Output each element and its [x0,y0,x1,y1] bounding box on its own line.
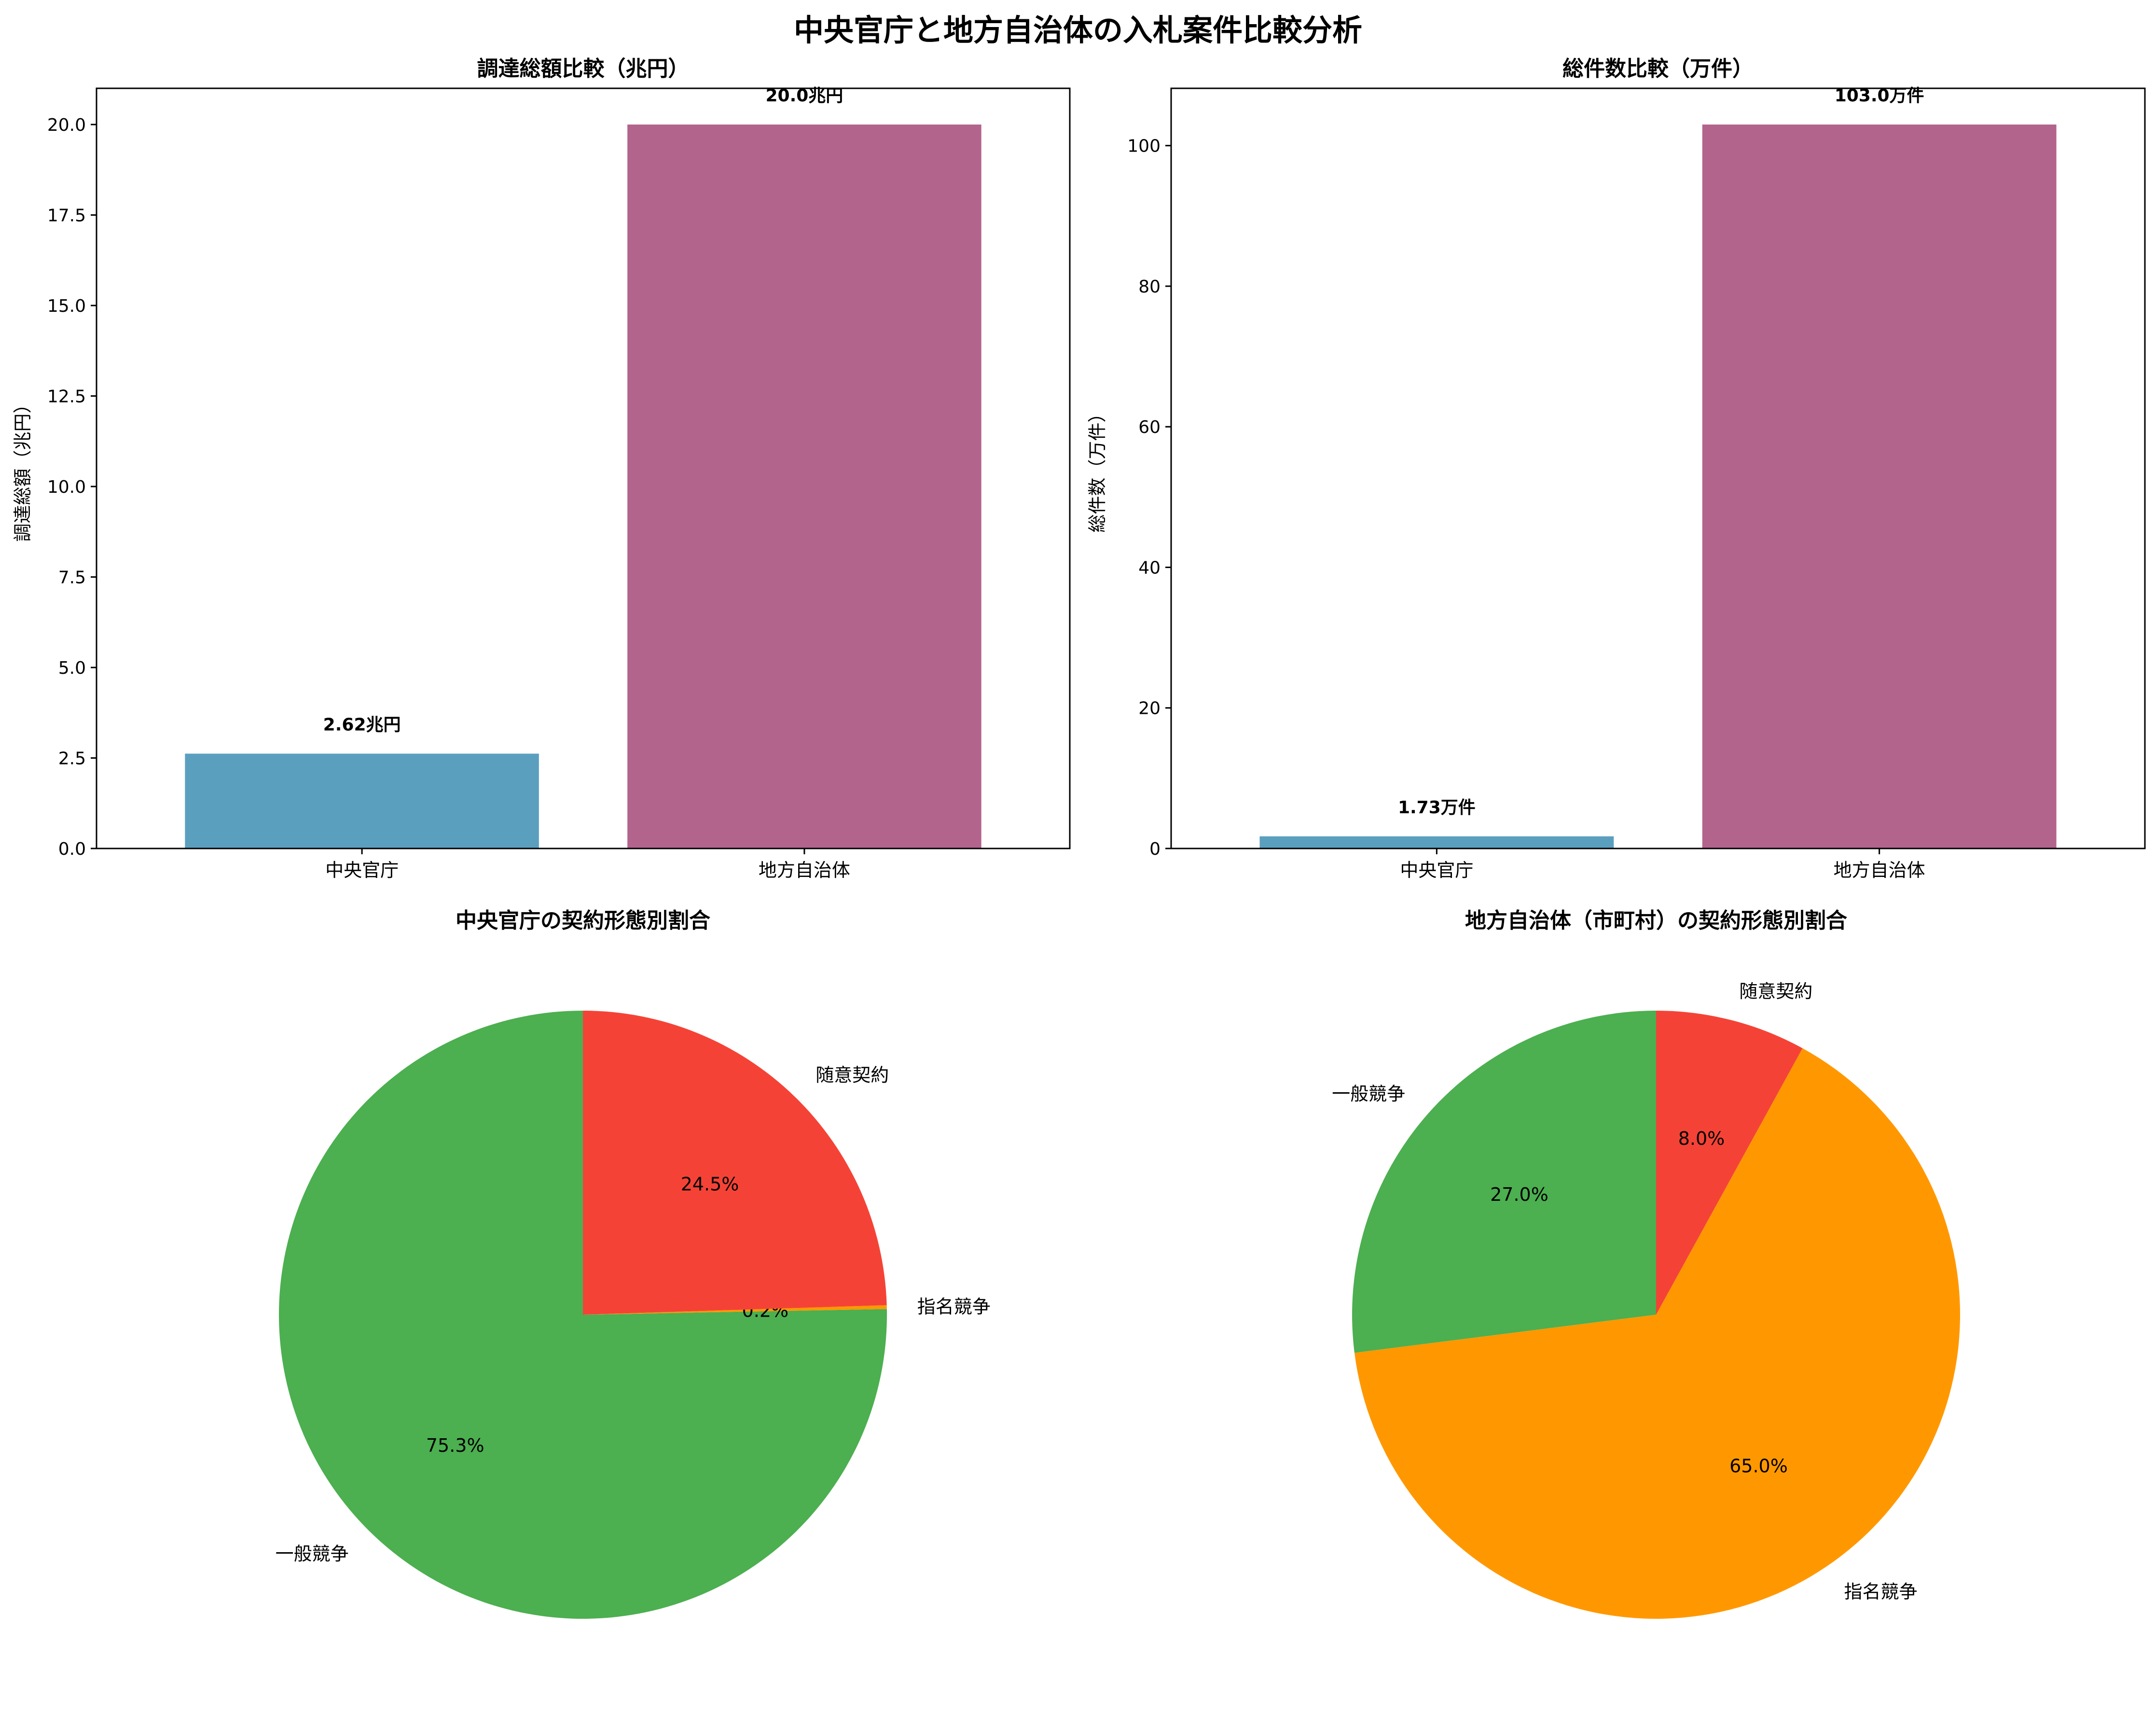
chart-title: 調達総額比較（兆円） [477,56,690,81]
pie-slice-2 [1354,1048,1960,1619]
pie-slice-1 [1352,1011,1656,1353]
x-tick-label: 地方自治体 [759,860,850,881]
pie-pct-label: 65.0% [1729,1456,1788,1477]
pie-pct-label: 8.0% [1678,1128,1725,1149]
bar-1 [1259,836,1614,848]
bar-chart-1: 2.62兆円 20.0兆円 0.0 2.5 5.0 7.5 10.0 12.5 15.0 17.5… [12,56,1071,881]
chart-title: 総件数比較（万件） [1562,56,1754,81]
pie-slice-label: 随意契約 [1739,981,1812,1002]
bar-1 [185,753,539,848]
bar-value-label: 103.0万件 [1835,86,1924,106]
bar-chart-2: 1.73万件 103.0万件 0 20 40 60 80 100 中央官庁 地方自治体 総件数比較（… [1087,56,2146,881]
pie-slice-3 [1656,1011,1803,1315]
y-tick-label: 12.5 [47,387,86,407]
bar-2 [627,125,981,848]
y-tick-label: 10.0 [47,477,86,497]
bar-value-label: 2.62兆円 [323,715,401,735]
bar-value-label: 20.0兆円 [765,86,843,106]
y-tick-label: 80 [1138,277,1161,297]
pie-slice-2 [583,1305,887,1315]
y-tick-label: 7.5 [58,568,86,588]
chart-title: 中央官庁の契約形態別割合 [456,908,710,933]
y-tick-label: 20 [1138,699,1161,719]
x-tick-label: 地方自治体 [1834,860,1925,881]
y-tick-label: 17.5 [47,206,86,226]
y-tick-label: 2.5 [58,749,86,769]
pie-pct-label: 75.3% [426,1435,484,1456]
pie-slice-label: 一般競争 [1332,1084,1405,1105]
y-tick-label: 20.0 [47,115,86,135]
bar-value-label: 1.73万件 [1398,798,1476,818]
x-tick-label: 中央官庁 [1400,860,1473,881]
y-tick-label: 60 [1138,417,1161,437]
axes-frame [1170,87,2146,849]
y-tick-label: 0.0 [58,839,86,859]
pie-slice-label: 随意契約 [815,1064,889,1085]
x-tick-label: 中央官庁 [325,860,399,881]
y-tick-label: 40 [1138,558,1161,578]
pie-slice-label: 指名競争 [1844,1581,1918,1602]
axes-frame [96,87,1071,849]
pie-pct-label: 27.0% [1490,1184,1548,1205]
figure-suptitle: 中央官庁と地方自治体の入札案件比較分析 [793,13,1362,48]
pie-pct-label: 24.5% [681,1174,739,1195]
y-tick-label: 5.0 [58,658,86,678]
pie-chart-4: 27.0% 一般競争 65.0% 指名競争 8.0% 随意契約 地方自治体（市町村）の契約形… [1332,908,1960,1619]
y-axis-label: 調達総額（兆円） [12,395,33,542]
pie-slice-3 [583,1011,887,1315]
y-axis-label: 総件数（万件） [1087,404,1108,532]
bar-2 [1702,125,2057,848]
y-tick-label: 0 [1149,839,1161,859]
y-tick-label: 15.0 [47,296,86,316]
pie-slice-label: 指名競争 [917,1296,991,1318]
y-tick-label: 100 [1127,137,1161,156]
pie-slice-label: 一般競争 [276,1543,349,1565]
chart-title: 地方自治体（市町村）の契約形態別割合 [1465,908,1847,933]
